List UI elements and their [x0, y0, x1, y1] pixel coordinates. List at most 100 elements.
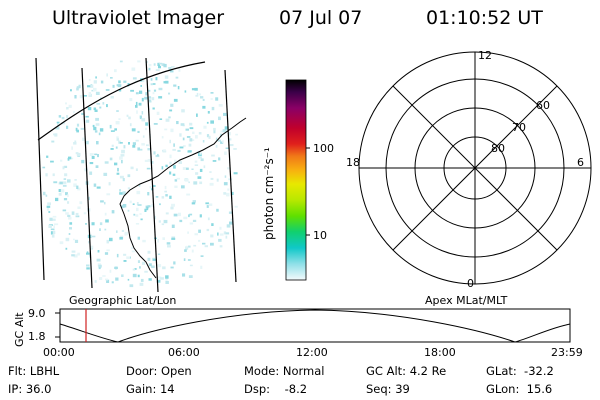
emission-speckle: [58, 115, 62, 118]
emission-speckle: [165, 118, 170, 122]
emission-speckle: [87, 85, 91, 88]
coastline: [119, 117, 247, 279]
emission-speckle: [104, 212, 107, 216]
emission-speckle: [177, 149, 181, 152]
emission-speckle: [225, 232, 230, 235]
emission-speckle: [158, 96, 163, 99]
emission-speckle: [59, 181, 63, 185]
emission-speckle: [63, 178, 67, 180]
emission-speckle: [121, 229, 125, 232]
emission-speckle: [112, 84, 115, 88]
emission-speckle: [148, 263, 152, 267]
emission-speckle: [123, 253, 127, 256]
orbit-y-axis-label: GC Alt: [13, 312, 26, 347]
emission-speckle: [109, 237, 113, 242]
emission-speckle: [68, 216, 72, 220]
emission-speckle: [199, 214, 202, 218]
emission-speckle: [203, 125, 207, 129]
emission-speckle: [75, 212, 79, 217]
emission-speckle: [87, 107, 92, 111]
emission-speckle: [174, 185, 178, 188]
emission-speckle: [98, 264, 102, 268]
emission-speckle: [141, 111, 144, 115]
emission-speckle: [127, 278, 130, 281]
emission-speckle: [131, 128, 136, 132]
emission-speckle: [104, 201, 106, 205]
emission-speckle: [132, 145, 136, 148]
emission-speckle: [109, 157, 113, 161]
emission-speckle: [99, 222, 103, 226]
emission-speckle: [182, 137, 185, 141]
emission-speckle: [74, 95, 77, 99]
emission-speckle: [66, 107, 69, 110]
emission-speckle: [129, 98, 133, 102]
emission-speckle: [227, 167, 231, 170]
orbit-altitude-curve: [59, 309, 571, 343]
emission-speckle: [135, 139, 139, 142]
emission-speckle: [89, 245, 94, 249]
emission-speckle: [127, 209, 130, 212]
emission-speckle: [157, 264, 162, 268]
emission-speckle: [145, 122, 149, 126]
emission-speckle: [133, 213, 136, 216]
emission-speckle: [65, 237, 70, 242]
emission-speckle: [132, 203, 135, 205]
emission-speckle: [54, 223, 59, 226]
longitude-line: [35, 57, 45, 281]
emission-speckle: [50, 228, 55, 231]
emission-speckle: [94, 130, 98, 133]
emission-speckle: [157, 239, 159, 243]
emission-speckle: [233, 172, 238, 175]
emission-speckle: [119, 192, 123, 195]
emission-speckle: [164, 75, 169, 79]
emission-speckle: [99, 228, 101, 231]
orbit-x-tick-2359: 23:59: [551, 346, 583, 359]
emission-speckle: [158, 62, 163, 65]
emission-speckle: [173, 165, 176, 169]
emission-speckle: [57, 122, 59, 126]
emission-speckle: [164, 185, 167, 190]
emission-speckle: [219, 133, 222, 137]
emission-speckle: [53, 181, 58, 184]
emission-speckle: [217, 139, 222, 142]
emission-speckle: [137, 274, 140, 278]
emission-speckle: [137, 260, 140, 263]
emission-speckle: [129, 200, 132, 204]
emission-speckle: [66, 115, 69, 119]
emission-speckle: [189, 127, 194, 130]
emission-speckle: [198, 229, 201, 233]
emission-speckle: [140, 85, 142, 87]
emission-speckle: [109, 124, 112, 129]
emission-speckle: [71, 211, 75, 215]
emission-speckle: [76, 129, 79, 133]
emission-speckle: [164, 190, 167, 193]
emission-speckle: [61, 122, 66, 125]
polar-diagonal: [392, 85, 558, 251]
emission-speckle: [51, 234, 55, 238]
emission-speckle: [75, 152, 79, 155]
emission-speckle: [59, 241, 64, 245]
emission-speckle: [191, 202, 196, 205]
emission-speckle: [158, 87, 163, 91]
emission-speckle: [136, 110, 138, 114]
emission-speckle: [151, 204, 154, 207]
emission-speckle: [153, 89, 157, 92]
emission-speckle: [153, 151, 156, 155]
emission-speckle: [169, 195, 172, 199]
emission-speckle: [223, 192, 227, 195]
emission-speckle: [218, 116, 221, 121]
emission-speckle: [85, 140, 89, 145]
emission-speckle: [155, 77, 158, 81]
emission-speckle: [141, 97, 144, 102]
emission-speckle: [228, 138, 232, 141]
emission-speckle: [135, 92, 139, 95]
emission-speckle: [139, 266, 141, 269]
info-glon: GLon: 15.6: [486, 382, 553, 396]
emission-speckle: [114, 162, 118, 166]
emission-speckle: [134, 268, 137, 270]
emission-speckle: [162, 149, 164, 152]
emission-speckle: [146, 167, 151, 170]
emission-speckle: [106, 73, 108, 77]
emission-speckle: [220, 130, 224, 133]
emission-speckle: [200, 96, 204, 99]
